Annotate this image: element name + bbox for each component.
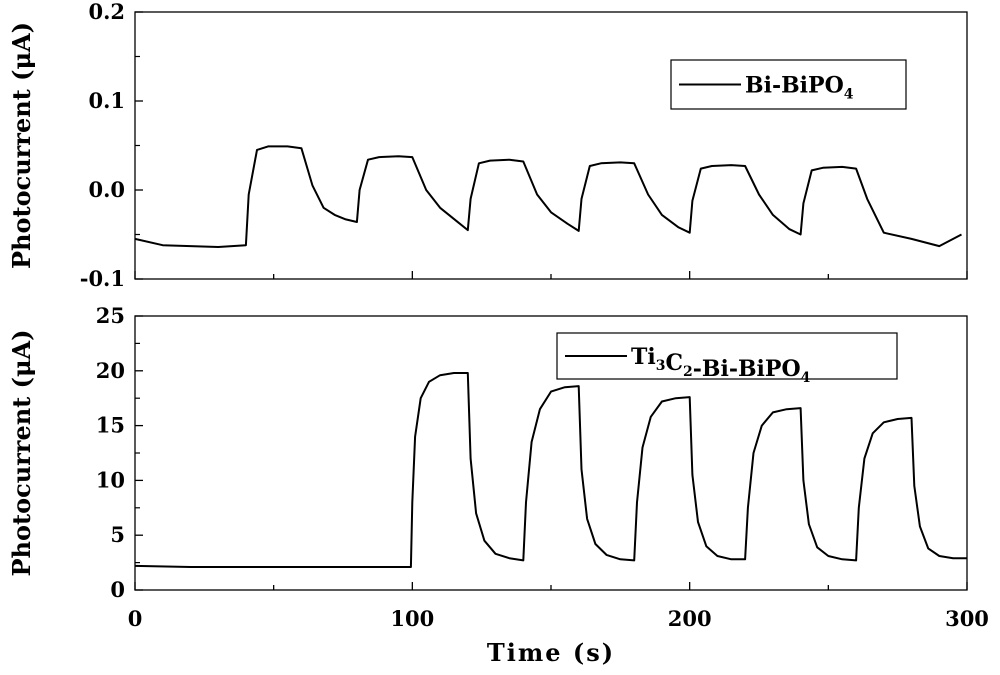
bottom-x-axis: 0 100 200 300 bbox=[128, 606, 989, 631]
x-tick-label: 200 bbox=[668, 606, 712, 631]
x-axis-title: Time (s) bbox=[487, 638, 615, 667]
x-tick-label: 300 bbox=[945, 606, 989, 631]
series-line-bi-bipo4 bbox=[134, 145, 962, 248]
y-tick-label: 0.0 bbox=[88, 177, 125, 202]
y-tick-label: 15 bbox=[96, 413, 125, 438]
top-y-axis: -0.1 0.0 0.1 0.2 bbox=[80, 0, 968, 291]
y-tick-label: 0.2 bbox=[88, 0, 125, 24]
legend-label: Bi-BiPO4 bbox=[745, 73, 854, 103]
top-legend: Bi-BiPO4 bbox=[670, 59, 907, 110]
y-tick-label: 5 bbox=[110, 522, 125, 547]
y-tick-label: 0.1 bbox=[88, 88, 125, 113]
y-tick-label: 25 bbox=[96, 303, 125, 328]
top-plot-frame bbox=[134, 11, 968, 280]
y-tick-label: 10 bbox=[96, 467, 125, 492]
top-y-axis-title: Photocurrent (μA) bbox=[7, 22, 36, 269]
bottom-legend: Ti3C2-Bi-BiPO4 bbox=[556, 332, 898, 386]
bottom-y-axis: 0 5 10 15 20 25 bbox=[96, 303, 968, 602]
x-tick-label: 0 bbox=[128, 606, 143, 631]
series-line-ti3c2-bi-bipo4 bbox=[134, 372, 967, 568]
y-tick-label: 20 bbox=[96, 358, 125, 383]
top-panel: -0.1 0.0 0.1 0.2 Photocurrent (μA) Bi-BiPO4 bbox=[7, 0, 968, 291]
y-tick-label: -0.1 bbox=[80, 266, 125, 291]
x-tick-label: 100 bbox=[390, 606, 434, 631]
bottom-y-axis-title: Photocurrent (μA) bbox=[7, 329, 36, 576]
y-tick-label: 0 bbox=[110, 577, 125, 602]
legend-label: Ti3C2-Bi-BiPO4 bbox=[631, 344, 811, 386]
